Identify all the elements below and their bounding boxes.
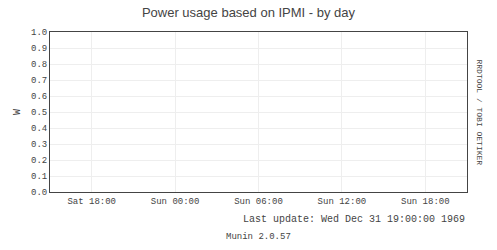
svg-text:Sun 12:00: Sun 12:00 xyxy=(318,197,367,207)
svg-text:1.0: 1.0 xyxy=(31,28,47,38)
svg-text:Sun 18:00: Sun 18:00 xyxy=(401,197,450,207)
svg-text:0.1: 0.1 xyxy=(31,172,47,182)
svg-text:Sun 06:00: Sun 06:00 xyxy=(234,197,283,207)
svg-text:Sat 18:00: Sat 18:00 xyxy=(67,197,116,207)
svg-text:0.8: 0.8 xyxy=(31,60,47,70)
svg-text:Power usage based on IPMI - by: Power usage based on IPMI - by day xyxy=(142,5,356,20)
svg-text:W: W xyxy=(12,109,23,115)
svg-text:0.0: 0.0 xyxy=(31,188,47,198)
svg-text:0.3: 0.3 xyxy=(31,140,47,150)
svg-text:0.7: 0.7 xyxy=(31,76,47,86)
svg-text:0.5: 0.5 xyxy=(31,108,47,118)
svg-text:0.9: 0.9 xyxy=(31,44,47,54)
svg-text:0.6: 0.6 xyxy=(31,92,47,102)
svg-text:0.4: 0.4 xyxy=(31,124,47,134)
svg-text:Munin 2.0.57: Munin 2.0.57 xyxy=(226,232,291,242)
svg-text:Sun 00:00: Sun 00:00 xyxy=(151,197,200,207)
svg-text:RRDTOOL / TOBI OETIKER: RRDTOOL / TOBI OETIKER xyxy=(475,60,484,166)
svg-text:Last update: Wed Dec 31 19:00:: Last update: Wed Dec 31 19:00:00 1969 xyxy=(243,214,465,225)
svg-text:0.2: 0.2 xyxy=(31,156,47,166)
